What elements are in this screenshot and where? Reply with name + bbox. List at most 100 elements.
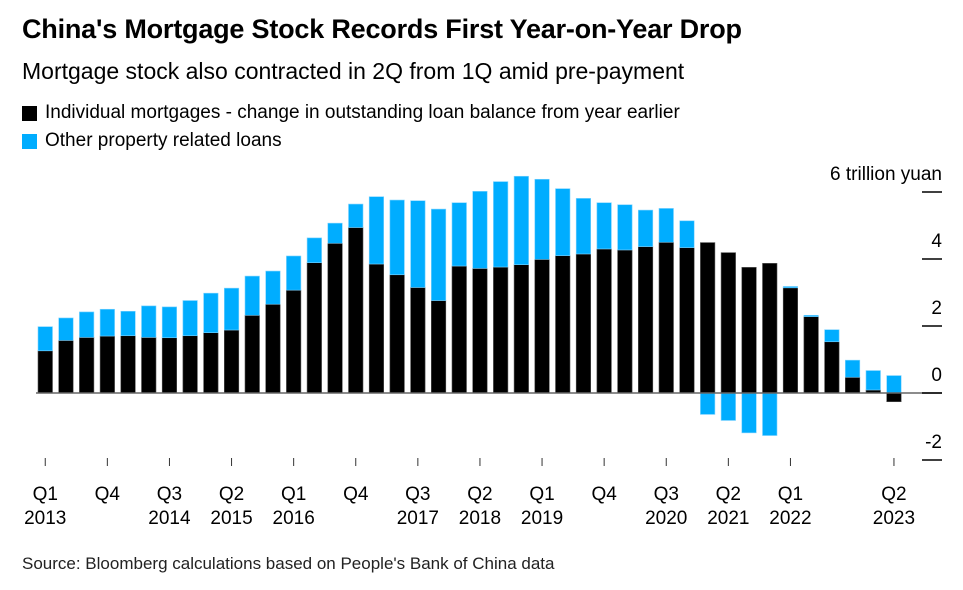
bar-individual-mortgages: [575, 253, 592, 394]
bar-individual-mortgages: [410, 287, 426, 394]
bar-individual-mortgages: [720, 252, 736, 394]
bar-other-property-loans: [265, 270, 281, 305]
bar-other-property-loans: [161, 306, 177, 339]
x-tick-label-year: 2020: [645, 508, 687, 529]
chart-title: China's Mortgage Stock Records First Yea…: [22, 14, 742, 44]
bar-other-property-loans: [555, 188, 571, 256]
x-tick-label-quarter: Q4: [343, 484, 369, 505]
x-tick-label-quarter: Q4: [95, 484, 121, 505]
bar-individual-mortgages: [844, 376, 861, 394]
bar-other-property-loans: [368, 196, 385, 265]
legend-label: Individual mortgages - change in outstan…: [45, 102, 680, 123]
x-tick-label-year: 2021: [707, 508, 749, 529]
bar-other-property-loans: [762, 392, 778, 436]
bar-other-property-loans: [224, 287, 240, 331]
legend-swatch-blue: [22, 133, 37, 149]
bar-other-property-loans: [865, 370, 881, 391]
bar-other-property-loans: [37, 326, 53, 352]
x-tick-label-year: 2013: [24, 508, 66, 529]
x-tick-label-quarter: Q1: [529, 484, 554, 505]
x-tick-label-quarter: Q3: [405, 484, 430, 505]
bar-individual-mortgages: [203, 332, 219, 394]
bar-other-property-loans: [637, 209, 654, 247]
legend-swatch-black: [22, 105, 37, 121]
bar-other-property-loans: [741, 392, 757, 434]
bar-other-property-loans: [451, 202, 467, 267]
bar-individual-mortgages: [265, 303, 281, 394]
x-tick-label-year: 2022: [769, 508, 811, 529]
bar-individual-mortgages: [58, 340, 74, 394]
bar-individual-mortgages: [327, 242, 343, 394]
bar-individual-mortgages: [451, 265, 467, 394]
bar-individual-mortgages: [617, 249, 633, 394]
x-tick-label-quarter: Q4: [591, 484, 617, 505]
bar-other-property-loans: [844, 359, 861, 378]
x-tick-label-year: 2017: [397, 508, 439, 529]
bar-other-property-loans: [306, 237, 322, 263]
bar-individual-mortgages: [493, 266, 509, 394]
bar-individual-mortgages: [534, 259, 550, 394]
bar-other-property-loans: [244, 275, 260, 316]
x-tick-label-quarter: Q2: [219, 484, 244, 505]
bar-other-property-loans: [886, 375, 902, 394]
bar-individual-mortgages: [79, 337, 95, 394]
bar-other-property-loans: [141, 305, 157, 338]
bar-individual-mortgages: [637, 246, 654, 394]
y-tick-label: 0: [931, 365, 942, 386]
bar-individual-mortgages: [99, 335, 115, 394]
y-tick-label: 2: [931, 298, 942, 319]
legend-label: Other property related loans: [45, 130, 282, 151]
bar-individual-mortgages: [389, 274, 405, 394]
bar-individual-mortgages: [472, 268, 488, 394]
legend-item-individual-mortgages: Individual mortgages - change in outstan…: [22, 99, 680, 127]
bar-other-property-loans: [348, 203, 364, 228]
x-tick-label-quarter: Q2: [716, 484, 741, 505]
bar-other-property-loans: [782, 286, 799, 289]
legend-item-other-property-loans: Other property related loans: [22, 127, 680, 155]
bar-individual-mortgages: [700, 242, 716, 394]
bar-other-property-loans: [513, 175, 529, 265]
bar-other-property-loans: [99, 308, 115, 337]
bar-individual-mortgages: [555, 255, 571, 394]
bar-other-property-loans: [658, 208, 674, 243]
y-tick-label: 6 trillion yuan: [830, 164, 942, 185]
bar-other-property-loans: [410, 200, 426, 288]
x-tick-label-quarter: Q2: [467, 484, 492, 505]
bar-other-property-loans: [617, 204, 633, 251]
x-tick-label-quarter: Q3: [157, 484, 182, 505]
bar-individual-mortgages: [37, 350, 53, 394]
bar-other-property-loans: [203, 292, 219, 334]
bar-individual-mortgages: [824, 341, 840, 394]
bar-individual-mortgages: [368, 263, 385, 394]
bar-individual-mortgages: [803, 316, 819, 394]
bar-individual-mortgages: [120, 335, 136, 394]
bar-other-property-loans: [389, 199, 405, 276]
x-axis: Q1 2013 Q4 Q3 2014 Q2 2015 Q1 2016 Q4 Q3 2017 Q2 2018…: [24, 458, 915, 529]
y-axis: 6 trillion yuan 4 2 0 -2: [830, 164, 942, 461]
bar-individual-mortgages: [430, 300, 447, 394]
bar-individual-mortgages: [161, 337, 177, 394]
x-tick-label-year: 2016: [273, 508, 315, 529]
bar-other-property-loans: [803, 314, 819, 317]
bar-other-property-loans: [327, 222, 343, 244]
bar-other-property-loans: [720, 392, 736, 421]
x-tick-label-quarter: Q2: [881, 484, 906, 505]
bar-other-property-loans: [430, 208, 447, 301]
bar-individual-mortgages: [286, 289, 302, 394]
bar-other-property-loans: [79, 311, 95, 338]
bar-individual-mortgages: [658, 241, 674, 394]
x-tick-label-year: 2014: [148, 508, 191, 529]
x-tick-label-quarter: Q1: [33, 484, 58, 505]
x-tick-label-quarter: Q1: [281, 484, 306, 505]
bar-individual-mortgages: [679, 247, 695, 394]
bar-individual-mortgages: [141, 337, 157, 394]
bar-individual-mortgages: [762, 263, 778, 394]
bar-other-property-loans: [58, 317, 74, 341]
legend: Individual mortgages - change in outstan…: [22, 99, 680, 155]
bar-individual-mortgages: [306, 262, 322, 394]
bar-other-property-loans: [596, 202, 612, 250]
bar-other-property-loans: [472, 191, 488, 269]
bar-other-property-loans: [575, 198, 592, 255]
x-tick-label-year: 2019: [521, 508, 563, 529]
